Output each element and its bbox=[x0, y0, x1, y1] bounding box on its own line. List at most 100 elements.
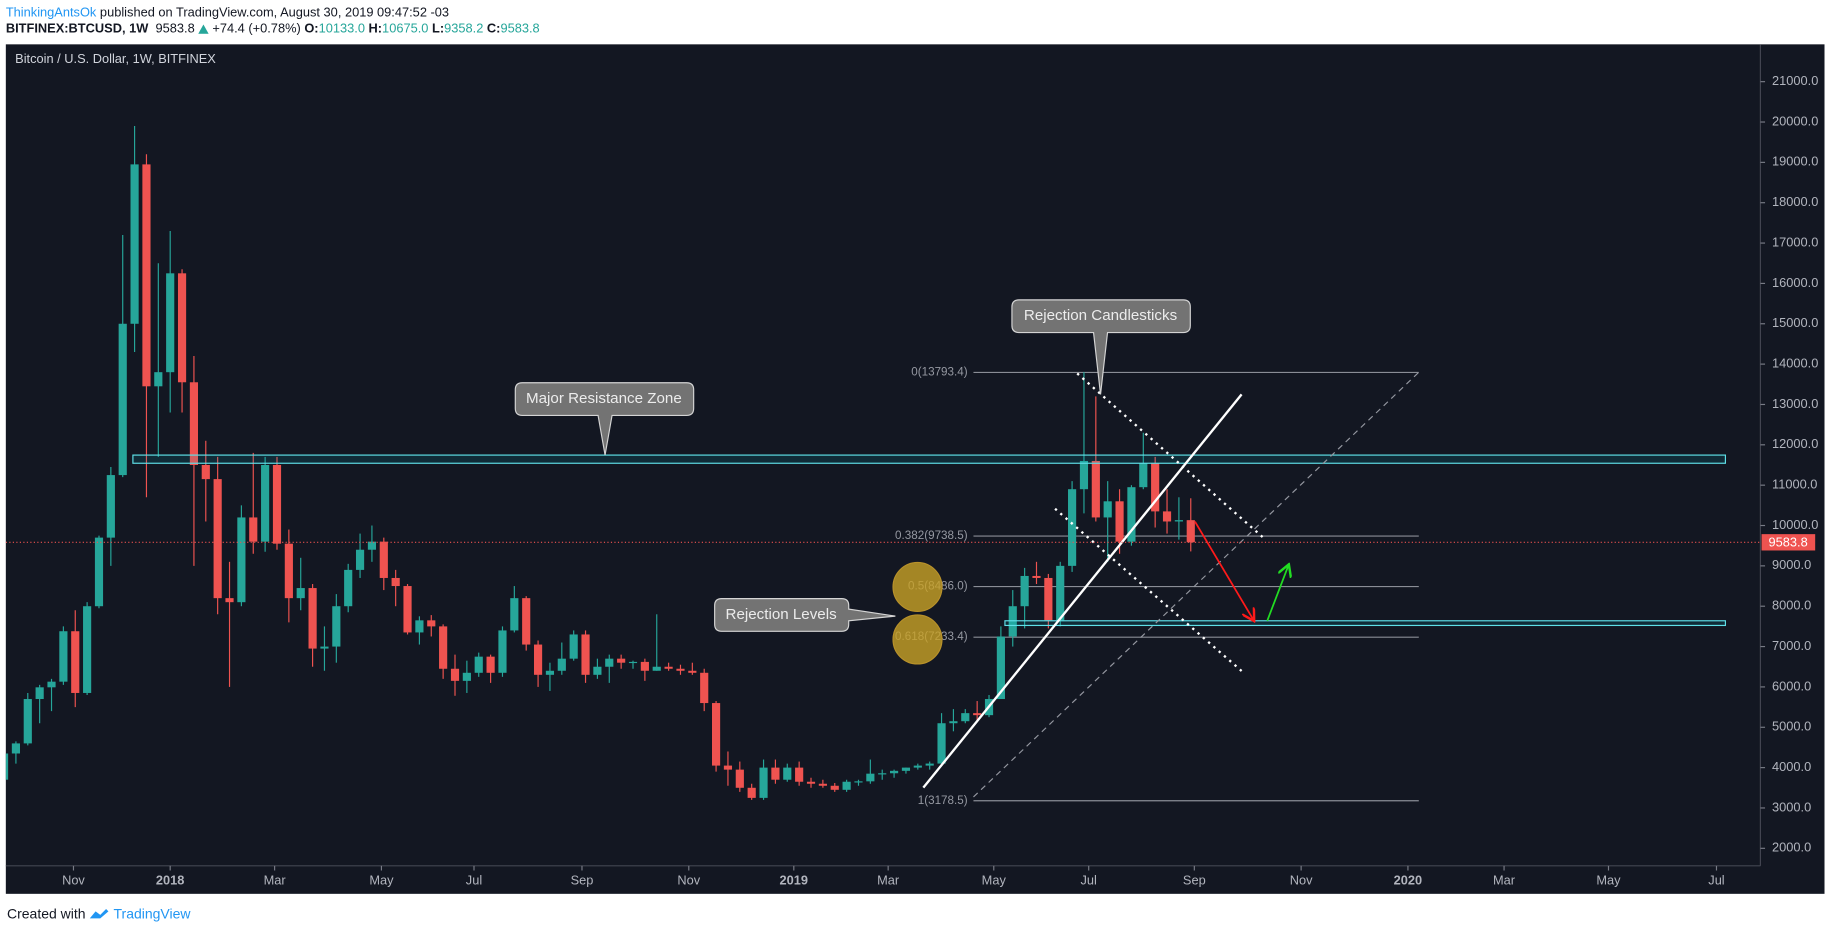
header: ThinkingAntsOk published on TradingView.… bbox=[6, 5, 540, 38]
drawings: Major Resistance Zone Rejection Candlest… bbox=[132, 299, 1726, 798]
footer: Created with TradingView bbox=[7, 905, 191, 921]
candle-body bbox=[47, 681, 56, 688]
candle-body bbox=[747, 787, 756, 798]
logo bbox=[90, 908, 109, 919]
ohlc-value: 10133.0 bbox=[318, 22, 365, 37]
candle-body bbox=[261, 464, 270, 542]
candle-body bbox=[308, 588, 317, 649]
y-tick-label: 4000.0 bbox=[1772, 759, 1811, 774]
candle-body bbox=[688, 670, 697, 673]
candle-body bbox=[106, 475, 115, 538]
candle-body bbox=[581, 634, 590, 675]
author[interactable]: ThinkingAntsOk bbox=[5, 5, 97, 20]
candle-body bbox=[142, 164, 151, 387]
candle-body bbox=[284, 543, 293, 599]
candle-body bbox=[937, 723, 946, 764]
candle-body bbox=[249, 517, 258, 542]
candle-body bbox=[533, 644, 543, 675]
candle-body bbox=[415, 620, 424, 633]
candle-body bbox=[700, 672, 709, 704]
candle-body bbox=[866, 773, 875, 782]
candle-body bbox=[830, 785, 839, 790]
fib-label: 1(3178.5) bbox=[918, 794, 968, 807]
y-tick-label: 17000.0 bbox=[1772, 234, 1818, 249]
y-tick-label: 12000.0 bbox=[1772, 436, 1818, 451]
y-tick-label: 13000.0 bbox=[1772, 396, 1818, 411]
y-tick-label: 21000.0 bbox=[1772, 73, 1818, 88]
x-tick-label: May bbox=[1596, 872, 1621, 887]
y-tick-label: 11000.0 bbox=[1772, 477, 1817, 492]
candle-body bbox=[1103, 501, 1112, 518]
candle-body bbox=[901, 767, 911, 771]
candle-body bbox=[759, 767, 768, 798]
ohlc-key: L: bbox=[431, 22, 445, 37]
candle-body bbox=[1079, 460, 1089, 490]
change: +74.4 (+0.78%) bbox=[212, 22, 301, 37]
x-tick-label: Mar bbox=[264, 872, 287, 887]
y-tick-label: 6000.0 bbox=[1772, 678, 1811, 693]
x-tick-label: Nov bbox=[677, 872, 700, 887]
candle-body bbox=[510, 598, 519, 631]
y-tick-label: 16000.0 bbox=[1772, 275, 1818, 290]
support-zone bbox=[1004, 620, 1726, 627]
candle-body bbox=[83, 606, 92, 693]
candle-body bbox=[1186, 520, 1195, 543]
published: published on TradingView.com, August 30,… bbox=[99, 5, 450, 20]
candle-body bbox=[522, 598, 531, 645]
footer-text: Created with bbox=[6, 905, 86, 922]
candle-body bbox=[652, 666, 661, 671]
candle-body bbox=[878, 773, 887, 775]
price: 9583.8 bbox=[155, 22, 195, 37]
candle-body bbox=[1068, 489, 1077, 566]
candle-body bbox=[676, 668, 685, 671]
candle-body bbox=[735, 769, 744, 788]
header-line: BITFINEX:BTCUSD, 1W 9583.8 +74.4 (+0.78%… bbox=[6, 21, 540, 37]
resistance-zone bbox=[132, 454, 1726, 464]
candle-body bbox=[391, 577, 400, 587]
candle-body bbox=[771, 767, 780, 780]
ohlc-key: O: bbox=[304, 22, 319, 37]
candle-body bbox=[59, 631, 68, 682]
x-tick-label: Mar bbox=[1493, 872, 1516, 887]
candle-body bbox=[545, 670, 555, 675]
candle-body bbox=[118, 323, 127, 476]
candle-body bbox=[225, 598, 234, 603]
x-tick-label: Nov bbox=[62, 872, 85, 887]
y-tick-label: 7000.0 bbox=[1772, 638, 1811, 653]
brand[interactable]: TradingView bbox=[113, 905, 191, 922]
candle-body bbox=[1162, 511, 1172, 522]
chart-background bbox=[5, 44, 1825, 894]
candle-body bbox=[890, 770, 899, 774]
last-price-label: 9583.8 bbox=[1769, 534, 1808, 549]
callout bbox=[1011, 299, 1191, 395]
y-tick-label: 15000.0 bbox=[1772, 315, 1818, 330]
x-tick-label: May bbox=[369, 872, 394, 887]
callout-text: Rejection Levels bbox=[726, 606, 838, 623]
diagonal-dashed bbox=[973, 371, 1420, 798]
candle-body bbox=[379, 541, 388, 578]
level-marker bbox=[892, 614, 943, 665]
candle-body bbox=[795, 767, 804, 782]
callout-text: Rejection Candlesticks bbox=[1024, 307, 1178, 324]
callout bbox=[714, 598, 896, 632]
candle-body bbox=[973, 713, 982, 716]
candle-body bbox=[189, 382, 199, 465]
candle-body bbox=[71, 631, 80, 693]
candle-body bbox=[913, 765, 922, 768]
symbol: BITFINEX:BTCUSD, 1W bbox=[5, 22, 149, 37]
y-tick-label: 3000.0 bbox=[1772, 799, 1811, 814]
candle-body bbox=[296, 588, 305, 599]
fib-label: 0(13793.4) bbox=[911, 366, 967, 379]
y-tick-label: 2000.0 bbox=[1772, 840, 1811, 855]
candle-body bbox=[320, 646, 329, 649]
down-arrow bbox=[1194, 521, 1253, 620]
y-tick-label: 19000.0 bbox=[1772, 154, 1818, 169]
level-marker bbox=[892, 561, 943, 613]
candle-body bbox=[427, 620, 436, 627]
x-tick-label: 2018 bbox=[156, 872, 185, 887]
x-tick-label: Jul bbox=[1708, 872, 1724, 887]
up-arrow bbox=[1266, 566, 1288, 622]
callout bbox=[514, 382, 695, 456]
candle-body bbox=[35, 687, 44, 700]
candle-body bbox=[201, 464, 210, 480]
